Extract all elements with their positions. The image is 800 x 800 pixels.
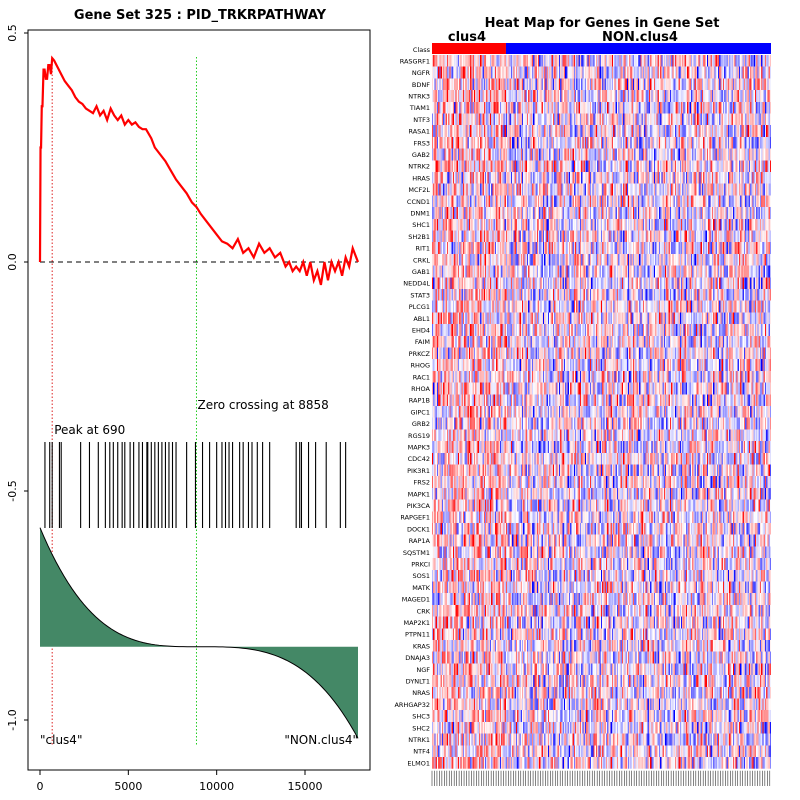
gene-label: RHOG	[410, 362, 430, 370]
gene-label: RHOA	[411, 385, 430, 393]
x-tick-label: 10000	[199, 780, 234, 793]
gene-label: MATK	[412, 584, 431, 592]
enrichment-plot: Gene Set 325 : PID_TRKRPATHWAY 0.5 0.0 -0.…	[6, 8, 371, 793]
class-row-label: Class	[413, 46, 431, 54]
gene-label: CRK	[417, 607, 431, 615]
gene-label: GIPC1	[410, 408, 430, 416]
gene-label: DYNLT1	[406, 678, 430, 686]
gene-label: ABL1	[413, 315, 430, 323]
heatmap-title: Heat Map for Genes in Gene Set	[485, 16, 720, 31]
gene-label: FAIM	[415, 338, 430, 346]
gene-label: MAGED1	[402, 596, 430, 604]
gene-label: RAC1	[413, 373, 430, 381]
gene-label: RGS19	[408, 432, 430, 440]
gene-label: PIK3CA	[407, 502, 431, 510]
gene-label: DNM1	[410, 210, 430, 218]
gene-label: SHC2	[412, 724, 430, 732]
gene-label: RASGRF1	[400, 57, 430, 65]
sample-labels	[431, 770, 771, 786]
y-axis: 0.5 0.0 -0.5 -1.0	[6, 24, 28, 731]
gene-label: NTRK2	[408, 163, 430, 171]
gene-label: GAB2	[412, 151, 430, 159]
gene-label: RASA1	[408, 128, 430, 136]
gene-label: NEDD4L	[403, 280, 430, 288]
y-tick-label: 0.5	[6, 24, 19, 42]
gene-label: ARHGAP32	[394, 701, 430, 709]
enrichment-title: Gene Set 325 : PID_TRKRPATHWAY	[74, 8, 327, 23]
right-class-label: "NON.clus4"	[284, 733, 358, 747]
gene-label: CCND1	[407, 198, 430, 206]
gene-label: MAPK1	[408, 490, 430, 498]
y-tick-label: -0.5	[6, 480, 19, 501]
plot-frame	[27, 29, 371, 771]
gene-label: RAP1A	[409, 537, 431, 545]
gene-label: MAP2K1	[403, 619, 430, 627]
gene-label: TIAM1	[409, 104, 430, 112]
class-bar	[432, 43, 771, 54]
gene-label: ELMO1	[407, 759, 430, 767]
gene-label: RAPGEF1	[400, 514, 430, 522]
gene-label: PLCG1	[409, 303, 430, 311]
enrichment-score-line	[38, 55, 360, 286]
gene-label: MAPK3	[408, 444, 430, 452]
x-tick-label: 5000	[114, 780, 142, 793]
gene-label: SQSTM1	[403, 549, 430, 557]
gene-label: CDC42	[408, 455, 430, 463]
gene-label: NGFR	[412, 69, 431, 77]
heatmap-panel: Heat Map for Genes in Gene Set clus4 NON…	[394, 16, 771, 786]
gene-label: FRS3	[413, 139, 430, 147]
gene-label: BDNF	[412, 81, 430, 89]
gene-label: SOS1	[412, 572, 430, 580]
gene-label: RIT1	[415, 245, 430, 253]
x-tick-label: 15000	[288, 780, 323, 793]
gene-label: DNAJA3	[405, 654, 430, 662]
gene-label: PTPN11	[405, 631, 430, 639]
gene-label: SH2B1	[408, 233, 430, 241]
gene-label: HRAS	[412, 174, 430, 182]
ranked-metric-curve	[39, 527, 359, 739]
gene-label: NGF	[416, 666, 430, 674]
gene-label: STAT3	[410, 291, 430, 299]
ranked-metric-area	[40, 527, 358, 739]
left-class-label: "clus4"	[40, 733, 82, 747]
zero-crossing-label: Zero crossing at 8858	[197, 398, 328, 412]
gene-label: EHD4	[412, 327, 430, 335]
gene-label: RAP1B	[409, 397, 430, 405]
class-bar-segment	[432, 43, 506, 54]
gene-labels: RASGRF1 NGFR BDNF NTRK3 TIAM1 NTF3 RASA1 FRS3 GA…	[394, 57, 430, 767]
class-bar-segment	[505, 43, 771, 54]
gene-label: SHC1	[412, 221, 430, 229]
hit-markers	[44, 442, 347, 528]
heatmap-image	[432, 55, 771, 769]
gene-label: GRB2	[412, 420, 430, 428]
class-label-clus4: clus4	[448, 30, 486, 45]
gene-label: SHC3	[412, 713, 430, 721]
gene-label: PIK3R1	[407, 467, 430, 475]
gene-label: PRKCI	[411, 561, 430, 569]
gene-label: CRKL	[413, 256, 430, 264]
gene-label: NTRK1	[408, 736, 430, 744]
gene-label: PRKCZ	[409, 350, 431, 358]
gene-label: NTF3	[413, 116, 430, 124]
gene-label: NTF4	[413, 748, 430, 756]
gene-label: KRAS	[413, 642, 430, 650]
peak-label: Peak at 690	[54, 423, 125, 437]
gene-label: FRS2	[413, 479, 430, 487]
y-tick-label: 0.0	[6, 253, 19, 271]
x-tick-label: 0	[37, 780, 44, 793]
ranked-metric	[39, 527, 359, 739]
heatmap-cells	[432, 55, 771, 769]
gene-label: MCF2L	[408, 186, 430, 194]
y-tick-label: -1.0	[6, 709, 19, 730]
gene-label: DOCK1	[407, 525, 430, 533]
gene-label: GAB1	[412, 268, 430, 276]
class-label-non-clus4: NON.clus4	[602, 30, 678, 45]
gene-label: NRAS	[412, 689, 430, 697]
x-axis: 0 5000 10000 15000	[37, 770, 323, 793]
gene-label: NTRK3	[408, 93, 430, 101]
